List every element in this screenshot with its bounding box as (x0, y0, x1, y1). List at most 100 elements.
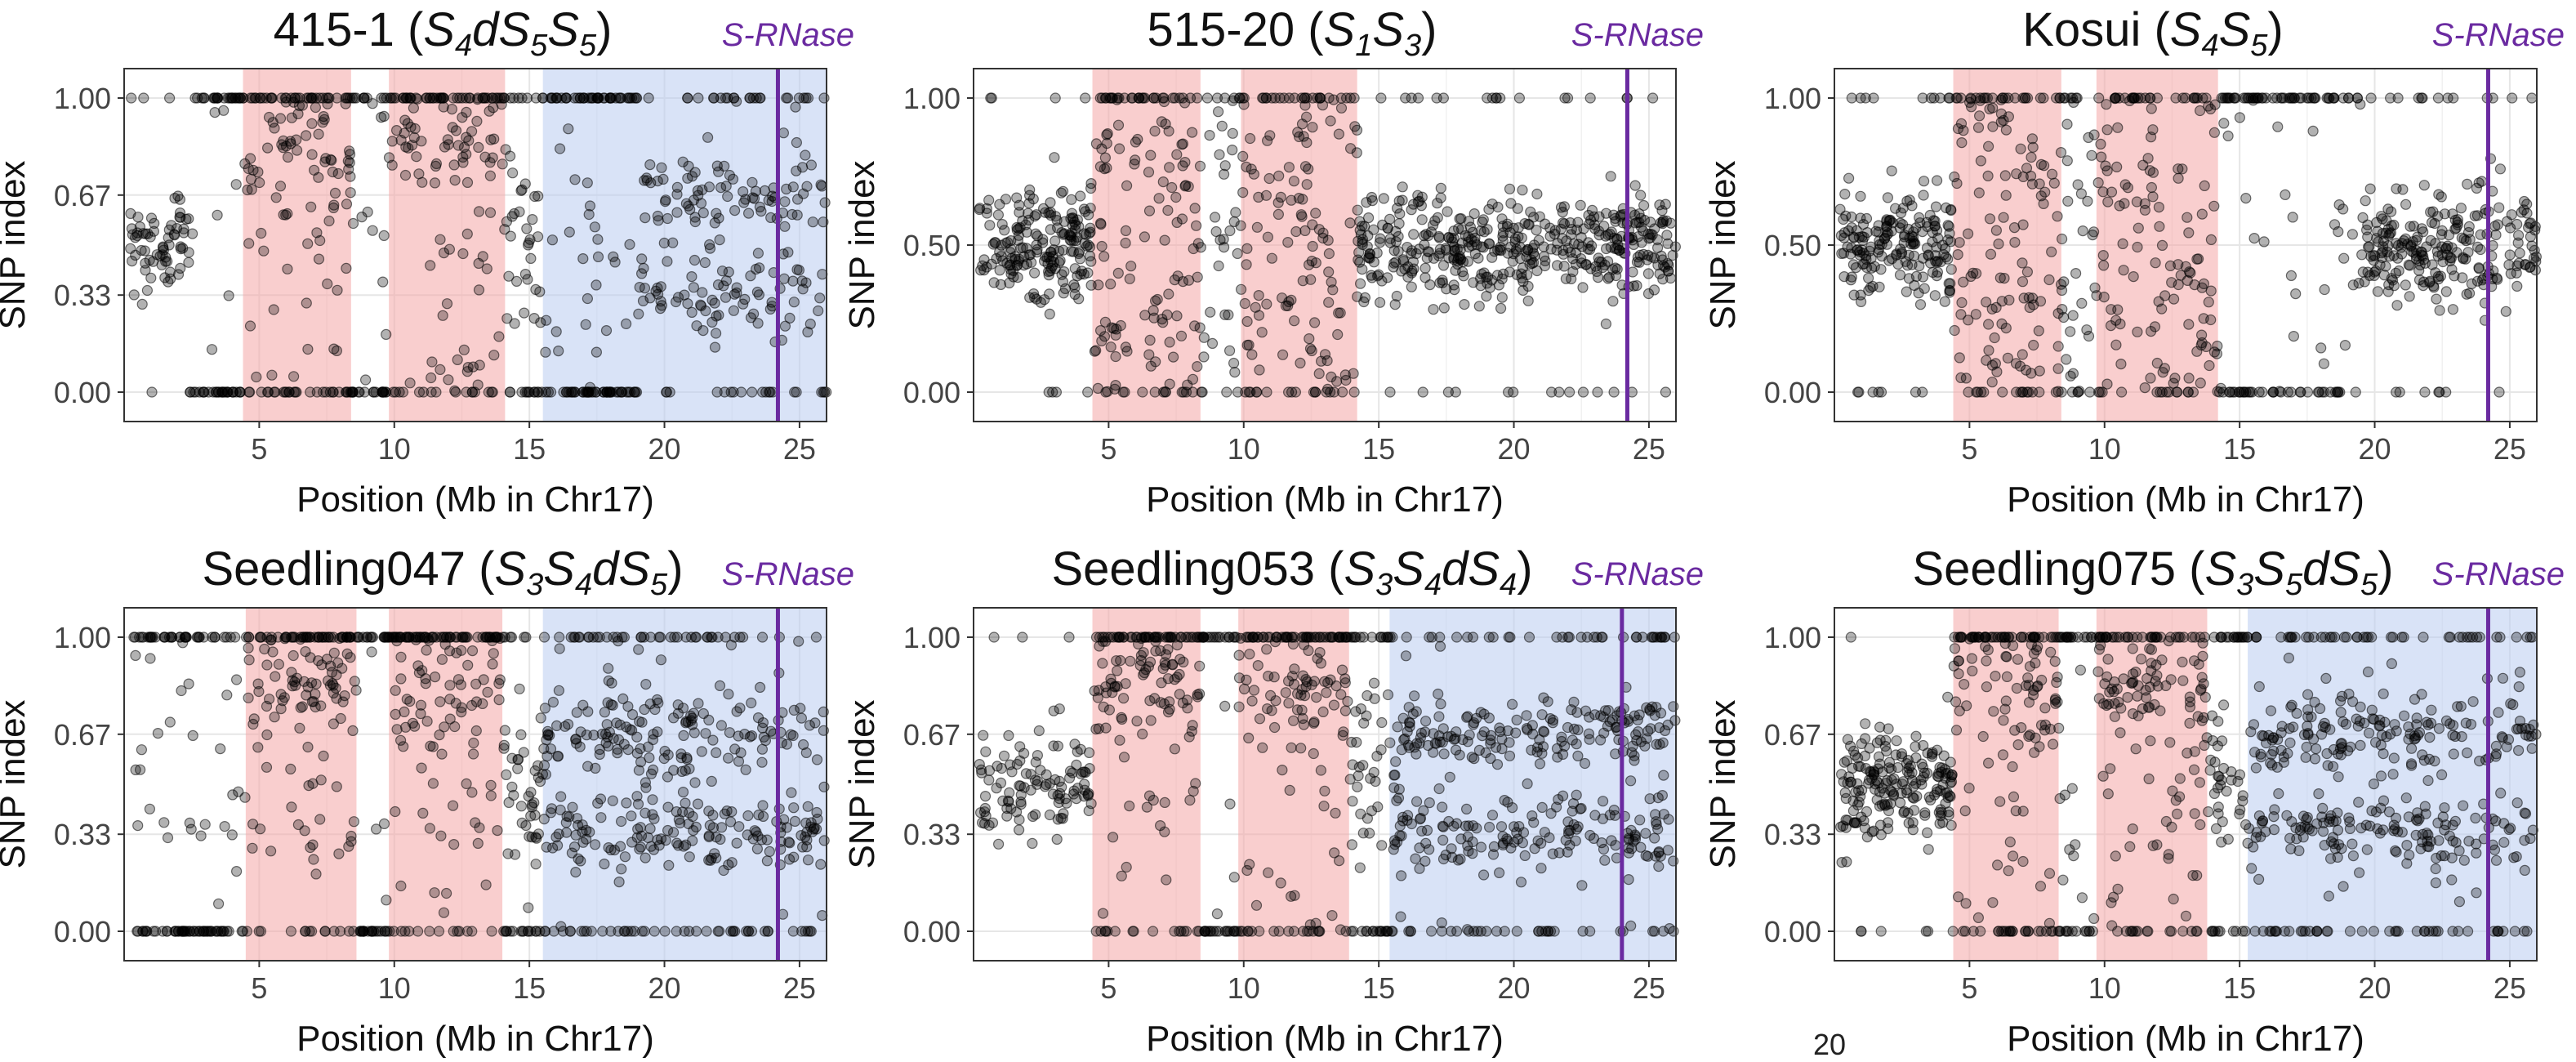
data-point (1185, 796, 1195, 805)
data-point (310, 103, 320, 113)
data-point (248, 819, 258, 829)
data-point (1417, 215, 1427, 225)
data-point (1626, 776, 1636, 786)
data-point (573, 854, 583, 863)
data-point (387, 136, 397, 146)
data-point (486, 791, 496, 801)
data-point (288, 651, 298, 661)
data-point (1552, 802, 1562, 812)
data-point (1122, 181, 1132, 190)
data-point (136, 765, 145, 774)
data-point (581, 387, 591, 397)
data-point (2097, 152, 2106, 162)
data-point (693, 698, 703, 708)
data-point (1128, 926, 1138, 936)
data-point (2241, 93, 2251, 103)
data-point (2089, 130, 2099, 140)
data-point (1990, 359, 2000, 368)
data-point (1914, 212, 1924, 222)
data-point (659, 754, 669, 764)
data-point (1424, 798, 1434, 808)
data-point (747, 698, 756, 708)
data-point (1416, 814, 1426, 823)
data-point (270, 712, 279, 722)
data-point (1321, 350, 1330, 359)
data-point (2512, 281, 2522, 291)
data-point (1581, 706, 1591, 716)
data-point (1144, 167, 1154, 177)
data-point (813, 755, 822, 765)
data-point (1540, 828, 1549, 837)
data-point (1195, 661, 1205, 671)
data-point (671, 297, 681, 307)
data-point (1104, 705, 1114, 715)
data-point (1014, 781, 1024, 791)
data-point (2527, 241, 2537, 251)
data-point (472, 116, 482, 126)
s-rnase-label: S-RNase (2432, 17, 2565, 53)
data-point (163, 833, 173, 843)
data-point (766, 726, 776, 736)
data-point (1125, 656, 1135, 666)
data-point (2092, 291, 2101, 301)
data-point (1567, 274, 1576, 283)
data-point (1950, 326, 1959, 336)
data-point (2404, 292, 2414, 301)
data-point (723, 192, 733, 202)
data-point (217, 387, 227, 397)
data-point (1452, 819, 1462, 828)
data-point (126, 243, 136, 253)
data-point (129, 290, 139, 300)
data-point (583, 707, 593, 716)
data-point (305, 843, 315, 853)
data-point (582, 178, 592, 188)
data-point (2241, 194, 2251, 203)
data-point (758, 387, 768, 397)
data-point (396, 881, 406, 891)
data-point (1370, 678, 1379, 688)
data-point (813, 306, 823, 316)
data-point (1509, 387, 1518, 397)
data-point (2433, 93, 2443, 103)
data-point (1345, 218, 1355, 228)
data-point (1392, 292, 1402, 301)
s-rnase-label: S-RNase (722, 556, 854, 592)
data-point (1984, 346, 1994, 355)
data-point (1904, 274, 1914, 283)
data-point (604, 663, 613, 673)
data-point (431, 158, 441, 168)
data-point (1208, 338, 1218, 348)
data-point (524, 240, 533, 250)
data-point (656, 655, 666, 665)
data-point (439, 908, 449, 917)
data-point (1263, 232, 1272, 242)
data-point (1190, 321, 1200, 331)
data-point (780, 197, 790, 207)
data-point (1383, 223, 1393, 233)
data-point (1523, 296, 1533, 306)
data-point (1587, 241, 1597, 251)
data-point (1474, 301, 1484, 311)
data-point (240, 792, 250, 802)
data-point (2373, 226, 2382, 236)
data-point (516, 801, 526, 811)
data-point (766, 212, 776, 222)
data-point (1293, 689, 1303, 698)
data-point (1180, 158, 1190, 167)
data-point (1919, 176, 1929, 186)
data-point (1598, 632, 1607, 642)
data-point (2089, 227, 2099, 237)
data-point (1090, 686, 1099, 696)
data-point (1010, 252, 1020, 261)
panel-title: Seedling047 (S3​S4​dS5​) (202, 542, 683, 602)
data-point (1648, 926, 1658, 936)
data-point (1086, 184, 1096, 194)
data-point (300, 826, 310, 836)
data-point (1590, 224, 1600, 234)
data-point (556, 792, 566, 801)
data-point (2289, 332, 2298, 341)
data-point (1438, 93, 1448, 103)
data-point (806, 160, 816, 170)
data-point (188, 730, 198, 740)
data-point (1121, 342, 1130, 352)
